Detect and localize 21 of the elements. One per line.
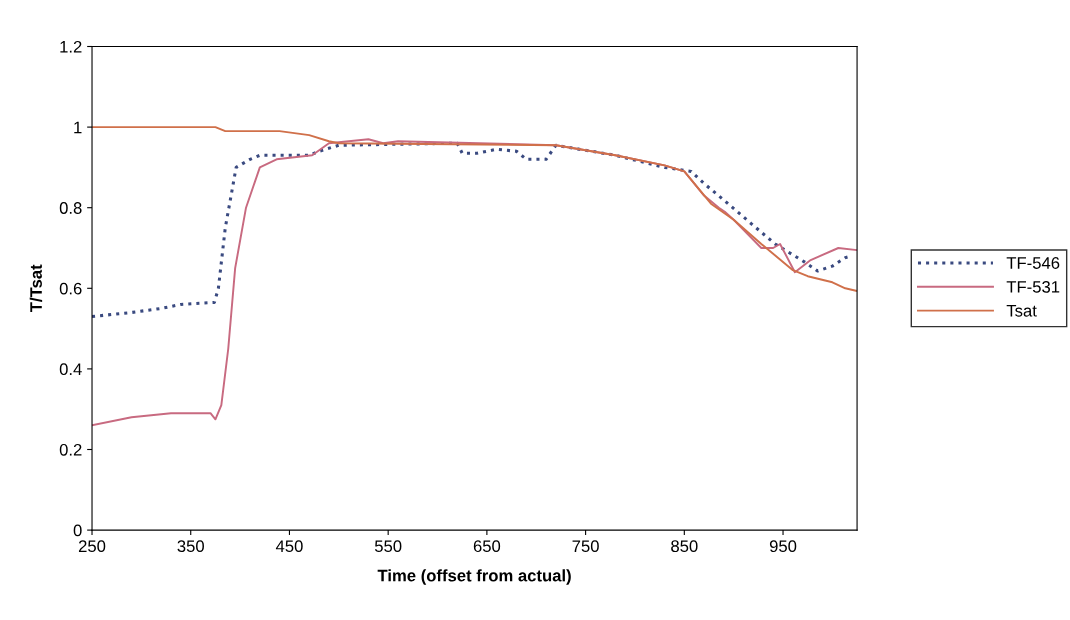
- y-tick-label: 0.4: [59, 363, 82, 376]
- x-tick-label: 450: [275, 540, 303, 553]
- y-tick-label: 1.2: [60, 40, 82, 53]
- line-series: [92, 126, 858, 292]
- y-axis-title: T/Tsat: [29, 264, 43, 313]
- x-axis-title: Time (offset from actual): [377, 569, 571, 585]
- x-tick-label: 750: [572, 540, 599, 553]
- y-tick-label: 1: [74, 121, 82, 134]
- legend-label: TF-546: [1006, 257, 1060, 269]
- y-tick-label: 0.2: [59, 443, 82, 456]
- y-tick-label: 0.6: [59, 282, 82, 295]
- x-tick-label: 950: [769, 540, 797, 553]
- legend-label: TF-531: [1006, 280, 1060, 293]
- y-tick-label: 0: [73, 524, 82, 537]
- x-tick-label: 350: [177, 540, 204, 553]
- x-tick-label: 650: [473, 540, 501, 553]
- x-tick-label: 850: [671, 540, 698, 553]
- legend-label: Tsat: [1006, 305, 1037, 317]
- x-tick-label: 550: [374, 540, 402, 553]
- y-tick-label: 0.8: [59, 202, 82, 214]
- x-tick-label: 250: [78, 540, 106, 553]
